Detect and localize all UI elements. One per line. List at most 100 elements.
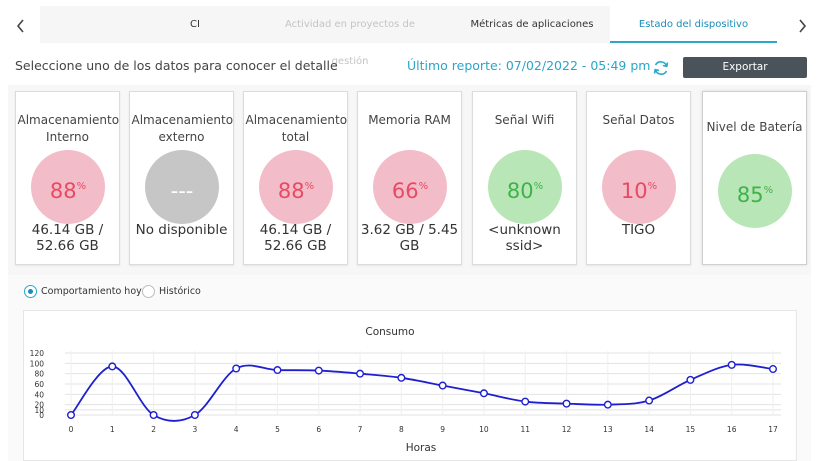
- chart-x-tick-label: 2: [151, 425, 156, 434]
- export-button[interactable]: Exportar: [683, 57, 807, 78]
- metric-percent: ---: [170, 179, 194, 203]
- metric-card-value: TIGO: [621, 222, 656, 238]
- tab-bar: CI Actividad en proyectos de gestión Mét…: [0, 0, 819, 67]
- metric-card-title: Señal Wifi: [494, 113, 555, 127]
- chart-x-tick-label: 12: [562, 425, 572, 434]
- chart-data-point: [645, 396, 654, 405]
- metric-percent: 85: [736, 183, 764, 207]
- chart-y-tick-label: 40: [34, 390, 44, 399]
- metric-gauge: 88%: [259, 150, 333, 224]
- chart-x-tick-label: 6: [316, 425, 321, 434]
- chart-y-tick-label: 60: [34, 380, 44, 389]
- metric-gauge: 88%: [31, 150, 105, 224]
- chart-data-point: [314, 366, 323, 375]
- chart-data-point: [603, 400, 612, 409]
- chart-data-point: [521, 397, 530, 406]
- chart-x-tick-label: 7: [358, 425, 363, 434]
- metric-card-title: Memoria RAM: [368, 113, 451, 127]
- chart-x-tick-label: 5: [275, 425, 280, 434]
- chart-data-point: [149, 410, 158, 419]
- chart-data-point: [769, 365, 778, 374]
- chart-points: [67, 360, 778, 419]
- radio-selected-dot[interactable]: [24, 285, 37, 298]
- chart-y-tick-label: 0: [39, 411, 44, 420]
- last-report-timestamp: Último reporte: 07/02/2022 - 05:49 pm: [407, 58, 651, 73]
- metric-card[interactable]: Almacenamiento externo --- No disponible: [129, 91, 234, 265]
- chart-x-tick-label: 14: [644, 425, 654, 434]
- chart-x-tick-label: 8: [399, 425, 404, 434]
- metric-percent: 80: [506, 179, 534, 203]
- chart-data-point: [232, 364, 241, 373]
- chart-x-tick-label: 10: [479, 425, 489, 434]
- refresh-icon[interactable]: [651, 58, 671, 78]
- chevron-right-icon[interactable]: [787, 6, 817, 43]
- metric-card-title: Nivel de Batería: [706, 120, 803, 134]
- metric-percent-unit: %: [418, 181, 429, 192]
- metric-card-title: Almacenamiento Interno: [17, 113, 120, 144]
- metric-card[interactable]: Memoria RAM 66% 3.62 GB / 5.45 GB: [357, 91, 462, 265]
- chart-y-tick-label: 20: [34, 401, 44, 410]
- chart-x-ticks: 0 1 2 3 4 5 6 7 8 9 10 11 12 13 14 15 16 17: [69, 425, 778, 434]
- chart-data-point: [356, 369, 365, 378]
- metric-card[interactable]: Nivel de Batería 85%: [702, 91, 807, 265]
- metric-card[interactable]: Almacenamiento Interno 88% 46.14 GB / 52.6…: [15, 91, 120, 265]
- tab-metricas-aplicaciones[interactable]: Métricas de aplicaciones: [470, 19, 594, 30]
- chart-data-point: [562, 399, 571, 408]
- metric-percent-unit: %: [763, 185, 774, 196]
- metric-card-value: No disponible: [135, 222, 228, 238]
- metric-card-value: 3.62 GB / 5.45 GB: [360, 222, 459, 254]
- chevron-left-icon[interactable]: [6, 6, 36, 43]
- chart-title: Consumo: [365, 326, 414, 338]
- chart-x-axis-label: Horas: [406, 442, 437, 454]
- chart-y-tick-label: 80: [34, 370, 44, 379]
- chart-data-point: [686, 375, 695, 384]
- page-subtitle: Seleccione uno de los datos para conocer…: [15, 58, 338, 73]
- chart-series-line: [70, 363, 774, 422]
- metric-card-title: Almacenamiento total: [245, 113, 348, 144]
- chart-data-point: [397, 373, 406, 382]
- chart-x-tick-label: 3: [192, 425, 197, 434]
- chart-x-tick-label: 13: [603, 425, 613, 434]
- metric-card-value: <unknown ssid>: [488, 222, 561, 254]
- chart-y-tick-label: 120: [30, 349, 45, 358]
- radio-empty-dot[interactable]: [142, 285, 155, 298]
- chart-data-point: [190, 410, 199, 419]
- metric-percent: 88: [49, 179, 77, 203]
- chart-x-tick-label: 15: [686, 425, 696, 434]
- metric-card[interactable]: Señal Datos 10% TIGO: [586, 91, 691, 265]
- metric-percent: 88: [277, 179, 305, 203]
- metric-gauge: ---: [145, 150, 219, 224]
- tab-estado-dispositivo[interactable]: Estado del dispositivo: [610, 6, 777, 43]
- metric-gauge: 85%: [718, 154, 792, 228]
- metric-percent-unit: %: [76, 181, 87, 192]
- chart-x-tick-label: 11: [520, 425, 530, 434]
- chart-x-tick-label: 4: [234, 425, 239, 434]
- tab-ci[interactable]: CI: [190, 19, 200, 30]
- metric-gauge: 66%: [373, 150, 447, 224]
- metric-card-value: 46.14 GB / 52.66 GB: [31, 222, 104, 254]
- chart-x-tick-label: 16: [727, 425, 737, 434]
- chart-y-tick-label: 100: [30, 359, 45, 368]
- chart-y-tick-label: 10: [34, 406, 44, 415]
- metric-card[interactable]: Señal Wifi 80% <unknown ssid>: [472, 91, 577, 265]
- metric-card-value: 46.14 GB / 52.66 GB: [259, 222, 332, 254]
- radio-label: Comportamiento hoy: [41, 286, 142, 297]
- metric-percent-unit: %: [533, 181, 544, 192]
- metric-percent-unit: %: [647, 181, 658, 192]
- tab-actividad-proyectos[interactable]: Actividad en proyectos de gestión: [284, 19, 416, 67]
- chart-grid: [65, 351, 781, 416]
- chart-data-point: [438, 381, 447, 390]
- chart-x-tick-label: 17: [768, 425, 778, 434]
- chart-x-tick-label: 0: [69, 425, 74, 434]
- metric-card-title: Señal Datos: [602, 113, 675, 127]
- radio-label: Histórico: [159, 286, 201, 297]
- chart-data-point: [727, 360, 736, 369]
- metric-gauge: 10%: [602, 150, 676, 224]
- chart-data-point: [108, 362, 117, 371]
- metric-card[interactable]: Almacenamiento total 88% 46.14 GB / 52.66 …: [243, 91, 348, 265]
- chart-data-point: [67, 410, 76, 419]
- metric-card-title: Almacenamiento externo: [131, 113, 234, 144]
